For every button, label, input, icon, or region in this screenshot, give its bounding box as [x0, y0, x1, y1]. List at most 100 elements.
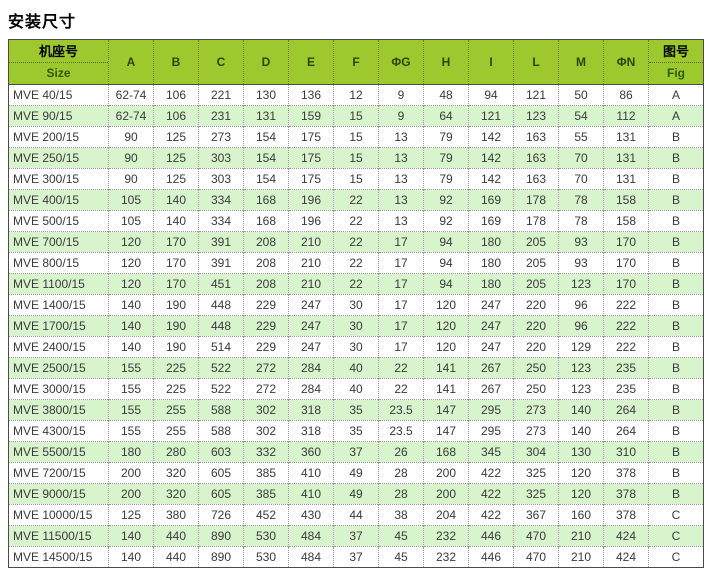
dim-cell: 64 [423, 105, 469, 127]
size-cell: MVE 1100/15 [8, 273, 109, 295]
dim-cell: 22 [333, 231, 379, 253]
dim-cell: 603 [198, 441, 244, 463]
dim-cell: 446 [468, 546, 514, 568]
fig-cell: B [648, 378, 704, 400]
dim-cell: 284 [288, 378, 334, 400]
table-row: MVE 2500/15 155 225 522 272 284 40 22 141 267 250 1… [8, 357, 704, 379]
dim-cell: 247 [288, 294, 334, 316]
dim-cell: 94 [468, 84, 514, 106]
size-cell: MVE 1700/15 [8, 315, 109, 337]
dim-cell: 391 [198, 231, 244, 253]
dim-cell: 123 [558, 273, 604, 295]
dim-cell: 136 [288, 84, 334, 106]
dim-cell: 210 [558, 525, 604, 547]
dim-cell: 54 [558, 105, 604, 127]
dim-cell: 890 [198, 525, 244, 547]
dim-cell: 196 [288, 210, 334, 232]
dim-cell: 196 [288, 189, 334, 211]
table-row: MVE 10000/15 125 380 726 452 430 44 38 204 422 367… [8, 504, 704, 526]
dim-cell: 295 [468, 399, 514, 421]
dim-cell: 190 [153, 336, 199, 358]
dim-cell: 40 [333, 378, 379, 400]
dim-cell: 22 [378, 378, 424, 400]
dim-cell: 30 [333, 336, 379, 358]
dim-cell: 140 [108, 525, 154, 547]
dim-cell: 13 [378, 126, 424, 148]
dim-cell: 147 [423, 399, 469, 421]
dim-cell: 440 [153, 546, 199, 568]
dim-cell: 125 [153, 126, 199, 148]
dim-cell: 17 [378, 252, 424, 274]
fig-cell: B [648, 420, 704, 442]
header-row: 机座号 Size A B C D E F ΦG H I L M ΦN 图号 Fi… [8, 39, 704, 85]
table-row: MVE 200/15 90 125 273 154 175 15 13 79 142 163 55 13… [8, 126, 704, 148]
dim-cell: 131 [603, 147, 649, 169]
size-cell: MVE 3000/15 [8, 378, 109, 400]
dim-cell: 448 [198, 294, 244, 316]
dim-cell: 208 [243, 231, 289, 253]
dim-cell: 247 [288, 315, 334, 337]
dim-cell: 140 [558, 420, 604, 442]
col-header-fig-en: Fig [667, 66, 685, 81]
dim-cell: 155 [108, 378, 154, 400]
table-row: MVE 5500/15 180 280 603 332 360 37 26 168 345 304 1… [8, 441, 704, 463]
dim-cell: 86 [603, 84, 649, 106]
dim-cell: 205 [513, 252, 559, 274]
dim-cell: 121 [468, 105, 514, 127]
dim-cell: 267 [468, 357, 514, 379]
size-cell: MVE 800/15 [8, 252, 109, 274]
col-header-phi-N: ΦN [603, 39, 649, 85]
dim-cell: 410 [288, 483, 334, 505]
dim-cell: 221 [198, 84, 244, 106]
dim-cell: 62-74 [108, 105, 154, 127]
dim-cell: 96 [558, 315, 604, 337]
dim-cell: 273 [513, 420, 559, 442]
fig-cell: B [648, 189, 704, 211]
dim-cell: 15 [333, 147, 379, 169]
dim-cell: 178 [513, 189, 559, 211]
fig-cell: C [648, 546, 704, 568]
col-header-M: M [558, 39, 604, 85]
dim-cell: 120 [423, 336, 469, 358]
dim-cell: 302 [243, 420, 289, 442]
dim-cell: 273 [198, 126, 244, 148]
dim-cell: 92 [423, 210, 469, 232]
dim-cell: 169 [468, 210, 514, 232]
dim-cell: 378 [603, 483, 649, 505]
fig-cell: C [648, 504, 704, 526]
dim-cell: 140 [108, 336, 154, 358]
dim-cell: 264 [603, 399, 649, 421]
dim-cell: 220 [513, 336, 559, 358]
dim-cell: 605 [198, 462, 244, 484]
dim-cell: 310 [603, 441, 649, 463]
dim-cell: 484 [288, 546, 334, 568]
dim-cell: 318 [288, 420, 334, 442]
dim-cell: 105 [108, 210, 154, 232]
dim-cell: 325 [513, 462, 559, 484]
dim-cell: 514 [198, 336, 244, 358]
fig-cell: B [648, 252, 704, 274]
dim-cell: 13 [378, 147, 424, 169]
dim-cell: 17 [378, 231, 424, 253]
dim-cell: 49 [333, 462, 379, 484]
dim-cell: 17 [378, 336, 424, 358]
dim-cell: 430 [288, 504, 334, 526]
dim-cell: 325 [513, 483, 559, 505]
dim-cell: 522 [198, 357, 244, 379]
dim-cell: 422 [468, 462, 514, 484]
dim-cell: 200 [423, 462, 469, 484]
dim-cell: 147 [423, 420, 469, 442]
dim-cell: 231 [198, 105, 244, 127]
dim-cell: 280 [153, 441, 199, 463]
dim-cell: 205 [513, 273, 559, 295]
table-header: 机座号 Size A B C D E F ΦG H I L M ΦN 图号 Fi… [8, 39, 704, 85]
dim-cell: 247 [468, 294, 514, 316]
dim-cell: 378 [603, 462, 649, 484]
dim-cell: 28 [378, 483, 424, 505]
dim-cell: 605 [198, 483, 244, 505]
dim-cell: 470 [513, 546, 559, 568]
fig-cell: B [648, 441, 704, 463]
dim-cell: 120 [108, 273, 154, 295]
dim-cell: 180 [468, 252, 514, 274]
fig-cell: A [648, 84, 704, 106]
